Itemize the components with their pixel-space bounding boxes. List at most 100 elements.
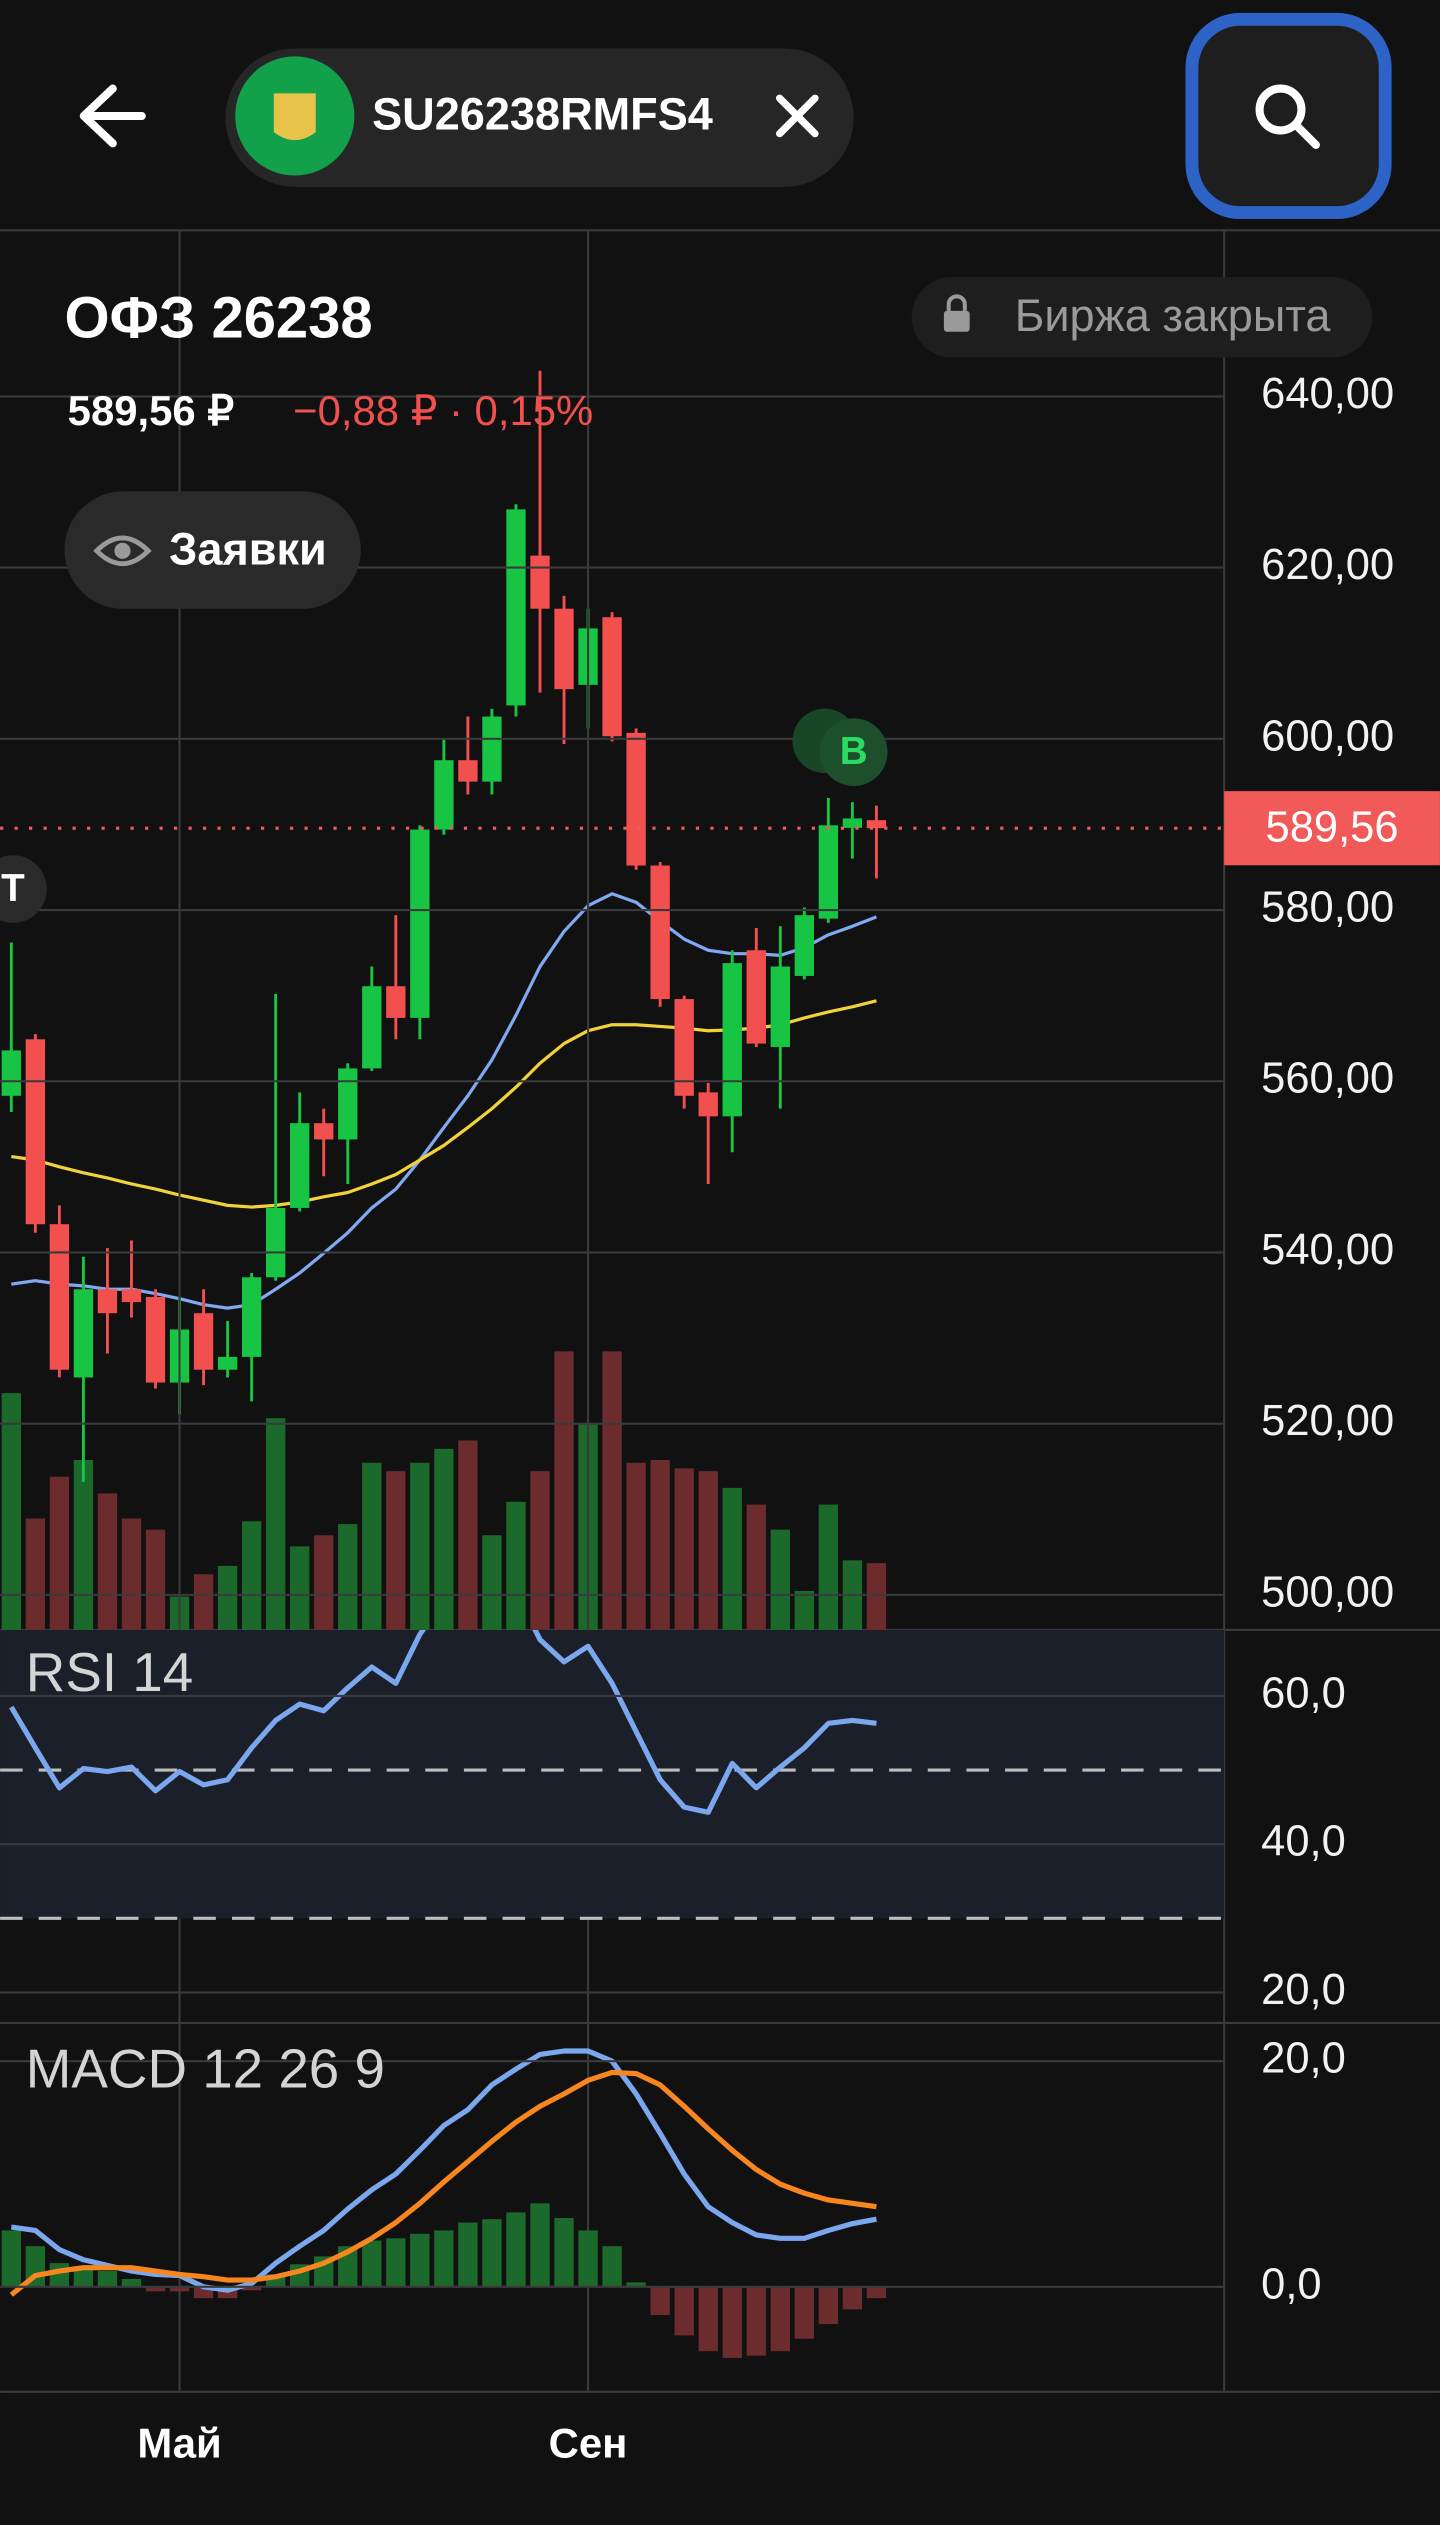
histogram-bar [722,2286,742,2358]
volume-bar [866,1563,887,1630]
y-tick-label: 60,0 [1261,1669,1346,1717]
histogram-bar [169,2286,190,2292]
panel-title: RSI 14 [26,1641,193,1703]
histogram-bar [1,2230,21,2287]
candle-body [698,1092,718,1117]
orders-button[interactable]: Заявки [64,491,361,609]
histogram-bar [842,2286,863,2310]
histogram-bar [578,2230,598,2287]
candle-body [73,1289,94,1378]
histogram-bar [698,2286,718,2352]
histogram-bar [386,2238,406,2287]
volume-bar [217,1565,238,1630]
chart-marker [819,718,888,786]
candle-body [770,966,790,1047]
volume-bar [241,1521,262,1630]
volume-bar [770,1529,790,1630]
volume-bar [602,1351,622,1630]
candle-body [290,1123,310,1208]
volume-bar [314,1535,334,1630]
candle-body [866,820,887,829]
candle-body [722,963,742,1117]
volume-bar [265,1418,286,1630]
instrument-code: SU26238RMFS4 [372,88,713,139]
histogram-bar [362,2240,382,2287]
volume-bar [386,1471,406,1630]
candle-body [458,760,478,782]
indicator-line [9,2069,877,2297]
volume-bar [49,1476,70,1630]
histogram-bar [145,2286,166,2292]
search-icon [1255,84,1306,135]
histogram-bar [554,2218,574,2287]
histogram-bar [241,2286,262,2291]
histogram-bar [458,2222,478,2287]
search-button[interactable] [1185,12,1392,220]
histogram-bar [866,2286,887,2299]
back-arrow [79,84,146,148]
histogram-bar [602,2246,622,2287]
y-tick-label: 620,00 [1261,541,1394,589]
y-tick-label: 20,0 [1261,2035,1346,2083]
candle-body [554,608,574,690]
histogram-bar [794,2286,814,2339]
histogram-bar [49,2263,70,2287]
eye-pupil [114,542,131,559]
instrument-title: ОФЗ 26238 [64,286,372,350]
price-panel [1,370,887,1630]
x-tick-label: Сен [549,2420,628,2467]
candle-body [410,829,430,1018]
price-change: −0,88 ₽ · 0,15% [293,387,593,434]
instrument-info: ОФЗ 26238 589,56 ₽ −0,88 ₽ · 0,15% [64,286,593,434]
volume-bar [362,1462,382,1630]
candle-body [145,1296,166,1383]
chip-background [225,48,854,187]
candle-body [25,1039,46,1225]
y-tick-label: 520,00 [1261,1397,1394,1445]
instrument-chip[interactable]: SU26238RMFS4 [225,48,854,187]
volume-bar [73,1459,94,1630]
panel-title: MACD 12 26 9 [26,2037,385,2099]
histogram-bar [674,2286,694,2336]
candle-body [626,732,646,866]
chart-marker-label: T [1,867,25,910]
candle-body [674,999,694,1096]
histogram-bar [121,2278,142,2287]
search-background [1185,12,1392,220]
lock-icon [943,310,970,332]
orders-background [64,491,361,609]
histogram-bar [650,2286,670,2316]
volume-bar [554,1351,574,1630]
volume-bar [121,1518,142,1630]
histogram-bar [626,2282,646,2287]
volume-bar [674,1468,694,1630]
histogram-bar [746,2286,766,2356]
eye-icon [93,535,152,566]
histogram-bar [97,2271,118,2287]
candle-body [121,1289,142,1303]
candle-body [482,716,502,782]
candle-body [217,1356,238,1370]
volume-bar [746,1504,766,1630]
volume-bar [193,1574,214,1630]
candle-body [506,509,526,706]
volume-bar [1,1393,21,1630]
indicator-line [10,2048,877,2293]
last-price-tag-bg [1224,791,1440,866]
histogram-bar [482,2219,502,2287]
volume-bar [145,1529,166,1630]
candle-body [842,818,863,828]
close-chip[interactable] [775,94,819,138]
candle-body [794,915,814,976]
y-tick-label: 20,0 [1261,1966,1346,2014]
candle-body [193,1313,214,1370]
histogram-bar [530,2203,550,2287]
back-button[interactable] [79,84,146,148]
histogram-bar [434,2230,454,2287]
volume-bar [698,1471,718,1630]
indicator-panel [1,2048,887,2358]
candle-body [97,1289,118,1314]
